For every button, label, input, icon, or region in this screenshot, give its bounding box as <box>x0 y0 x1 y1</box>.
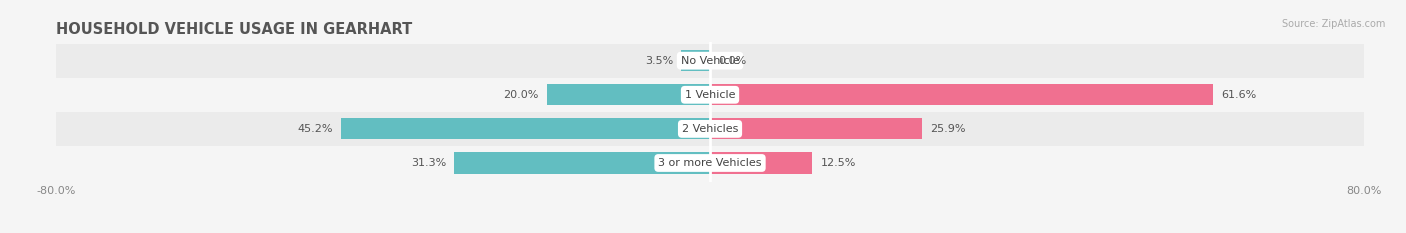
Legend: Owner-occupied, Renter-occupied: Owner-occupied, Renter-occupied <box>591 230 830 233</box>
Text: 3.5%: 3.5% <box>645 56 673 66</box>
Text: 2 Vehicles: 2 Vehicles <box>682 124 738 134</box>
Bar <box>56 44 1364 78</box>
Bar <box>56 146 1364 180</box>
Text: 20.0%: 20.0% <box>503 90 538 100</box>
Bar <box>710 118 922 140</box>
Bar <box>682 50 710 71</box>
Text: HOUSEHOLD VEHICLE USAGE IN GEARHART: HOUSEHOLD VEHICLE USAGE IN GEARHART <box>56 22 412 37</box>
Bar <box>56 112 1364 146</box>
Text: No Vehicle: No Vehicle <box>681 56 740 66</box>
Bar <box>710 84 1213 105</box>
Text: Source: ZipAtlas.com: Source: ZipAtlas.com <box>1281 19 1385 29</box>
Bar <box>710 152 813 174</box>
Bar <box>454 152 710 174</box>
Bar <box>547 84 710 105</box>
Text: 0.0%: 0.0% <box>718 56 747 66</box>
Bar <box>56 78 1364 112</box>
Text: 3 or more Vehicles: 3 or more Vehicles <box>658 158 762 168</box>
Text: 31.3%: 31.3% <box>411 158 446 168</box>
Text: 12.5%: 12.5% <box>820 158 856 168</box>
Text: 61.6%: 61.6% <box>1222 90 1257 100</box>
Text: 1 Vehicle: 1 Vehicle <box>685 90 735 100</box>
Bar <box>340 118 710 140</box>
Text: 45.2%: 45.2% <box>297 124 332 134</box>
Text: 25.9%: 25.9% <box>929 124 966 134</box>
